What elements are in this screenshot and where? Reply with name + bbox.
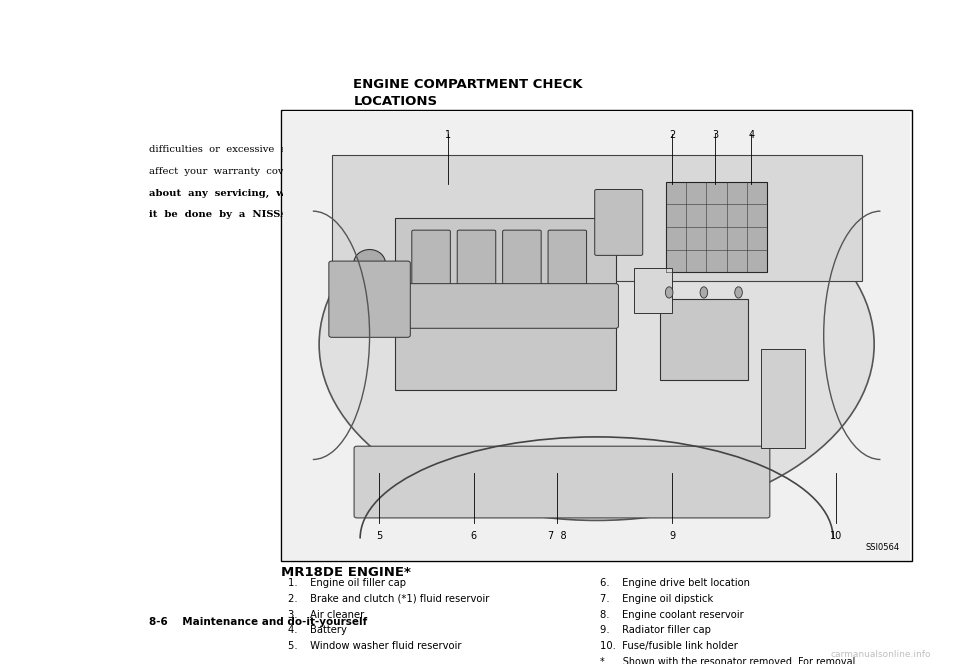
- Bar: [666, 182, 767, 272]
- Bar: [760, 349, 804, 448]
- Bar: [332, 155, 861, 281]
- Text: SSI0564: SSI0564: [865, 543, 900, 552]
- Text: it  be  done  by  a  NISSAN  dealer.: it be done by a NISSAN dealer.: [149, 210, 343, 220]
- Text: 1.    Engine oil filler cap: 1. Engine oil filler cap: [288, 578, 406, 588]
- Ellipse shape: [700, 287, 708, 298]
- Text: 8-6    Maintenance and do-it-yourself: 8-6 Maintenance and do-it-yourself: [149, 618, 367, 627]
- Text: 8.    Engine coolant reservoir: 8. Engine coolant reservoir: [600, 610, 744, 620]
- Text: 3.    Air cleaner: 3. Air cleaner: [288, 610, 364, 620]
- FancyBboxPatch shape: [503, 230, 541, 305]
- FancyBboxPatch shape: [548, 230, 587, 305]
- Text: carmanualsonline.info: carmanualsonline.info: [830, 649, 931, 659]
- Text: difficulties  or  excessive  emissions,  and  could: difficulties or excessive emissions, and…: [149, 145, 393, 154]
- FancyBboxPatch shape: [354, 446, 770, 518]
- Ellipse shape: [319, 168, 875, 521]
- Bar: [283, 111, 910, 560]
- FancyBboxPatch shape: [457, 230, 495, 305]
- Bar: [395, 218, 615, 390]
- Text: MR18DE ENGINE*: MR18DE ENGINE*: [281, 566, 411, 579]
- Text: 1: 1: [445, 130, 451, 140]
- Bar: [281, 110, 912, 561]
- FancyBboxPatch shape: [412, 230, 450, 305]
- FancyBboxPatch shape: [392, 284, 618, 328]
- Text: 2.    Brake and clutch (*1) fluid reservoir: 2. Brake and clutch (*1) fluid reservoir: [288, 594, 490, 604]
- Text: 7.    Engine oil dipstick: 7. Engine oil dipstick: [600, 594, 713, 604]
- Text: 9: 9: [669, 531, 676, 540]
- Text: LOCATIONS: LOCATIONS: [353, 95, 438, 108]
- Text: 5: 5: [376, 531, 382, 540]
- Ellipse shape: [734, 287, 742, 298]
- Ellipse shape: [354, 250, 385, 277]
- Bar: [660, 299, 748, 380]
- Text: 5.    Window washer fluid reservoir: 5. Window washer fluid reservoir: [288, 641, 462, 651]
- Text: 10.  Fuse/fusible link holder: 10. Fuse/fusible link holder: [600, 641, 738, 651]
- Ellipse shape: [665, 287, 673, 298]
- Text: 10: 10: [830, 531, 843, 540]
- Text: 2: 2: [669, 130, 676, 140]
- Text: If in doubt: If in doubt: [320, 167, 383, 176]
- Text: ENGINE COMPARTMENT CHECK: ENGINE COMPARTMENT CHECK: [353, 78, 583, 92]
- FancyBboxPatch shape: [594, 189, 642, 256]
- Text: 7  8: 7 8: [547, 531, 566, 540]
- Text: 6: 6: [470, 531, 477, 540]
- Bar: [635, 268, 672, 313]
- FancyBboxPatch shape: [329, 261, 410, 337]
- Text: *      Shown with the resonator removed. For removal: * Shown with the resonator removed. For …: [600, 657, 855, 664]
- Text: 4.    Battery: 4. Battery: [288, 625, 347, 635]
- Text: 9.    Radiator filler cap: 9. Radiator filler cap: [600, 625, 710, 635]
- Text: 3: 3: [712, 130, 718, 140]
- Text: about  any  servicing,  we  recommend  that: about any servicing, we recommend that: [149, 189, 395, 198]
- Text: affect  your  warranty  coverage.: affect your warranty coverage.: [149, 167, 316, 176]
- Text: 4: 4: [748, 130, 755, 140]
- Text: 6.    Engine drive belt location: 6. Engine drive belt location: [600, 578, 750, 588]
